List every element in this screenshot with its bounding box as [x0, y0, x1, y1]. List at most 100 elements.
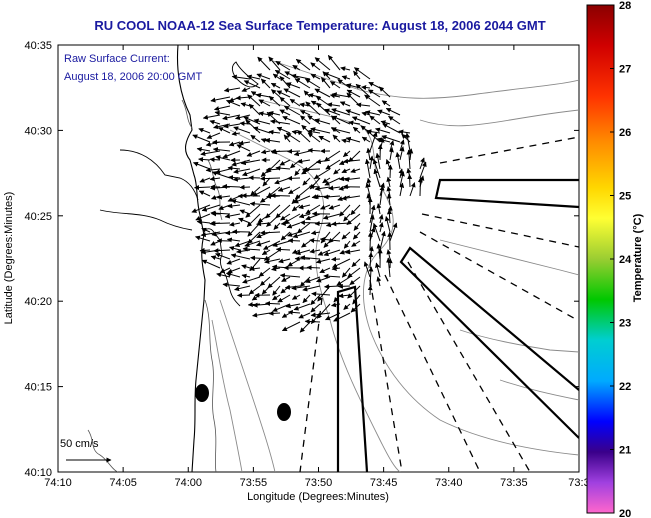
current-vector: [307, 147, 321, 153]
current-vector: [256, 221, 271, 227]
current-vector: [323, 249, 341, 257]
x-tick-label: 74:05: [109, 477, 137, 489]
current-vector: [304, 78, 321, 89]
current-vector: [252, 126, 271, 134]
current-vector: [299, 220, 321, 226]
current-vector: [246, 213, 261, 228]
current-vector: [241, 264, 251, 270]
current-vector: [368, 81, 381, 89]
current-vector: [250, 186, 261, 196]
current-vector: [287, 238, 301, 244]
current-vector: [218, 127, 231, 134]
current-vector: [369, 115, 381, 125]
current-vector: [331, 108, 351, 116]
current-vector: [323, 72, 341, 80]
current-vector: [382, 123, 401, 134]
colorbar-tick-label: 24: [619, 254, 632, 266]
current-vector: [222, 150, 241, 159]
current-vector: [319, 236, 341, 242]
current-vectors: [191, 55, 427, 333]
current-vector: [387, 164, 393, 179]
current-vector: [347, 285, 361, 299]
current-vector: [242, 168, 261, 177]
current-vector: [257, 56, 271, 71]
current-vector: [325, 159, 341, 170]
current-vector: [331, 115, 351, 125]
current-vector: [409, 182, 416, 197]
current-vector: [245, 204, 261, 218]
x-tick-label: 74:10: [44, 477, 72, 489]
colorbar-tick-label: 28: [619, 0, 631, 12]
current-vector: [223, 87, 241, 93]
current-vector: [369, 204, 376, 224]
current-vector: [340, 66, 351, 72]
current-vector: [277, 294, 291, 303]
y-tick-label: 40:20: [24, 296, 52, 308]
current-vector: [247, 94, 261, 107]
x-tick-label: 73:50: [305, 477, 333, 489]
current-vector: [375, 152, 381, 170]
current-vector: [319, 267, 331, 274]
current-vector: [298, 204, 311, 210]
current-vector: [339, 101, 351, 107]
current-vector: [196, 219, 211, 225]
current-vector: [315, 159, 331, 165]
y-tick-label: 40:35: [24, 40, 52, 52]
current-vector: [386, 176, 392, 188]
current-vector: [202, 114, 221, 120]
current-vector: [297, 158, 311, 164]
current-vector: [214, 110, 231, 116]
current-vector: [327, 55, 341, 71]
current-vector: [376, 203, 382, 215]
current-vector: [226, 237, 241, 243]
current-vector: [333, 168, 341, 175]
current-vector: [227, 267, 241, 274]
current-vector: [344, 176, 361, 182]
current-vector: [307, 132, 321, 143]
current-vector: [306, 265, 321, 271]
colorbar-tick-label: 21: [619, 445, 631, 457]
current-vector: [262, 177, 271, 187]
current-vector: [210, 220, 231, 226]
current-vector: [387, 205, 393, 215]
current-vector: [258, 267, 271, 277]
current-vector: [378, 222, 384, 233]
current-vector: [381, 100, 391, 107]
current-vector: [285, 132, 301, 143]
current-vector: [241, 273, 251, 279]
current-vector: [310, 73, 321, 80]
current-vector: [293, 303, 311, 311]
current-vector: [309, 238, 321, 244]
current-vector: [386, 257, 392, 278]
current-vector: [298, 312, 311, 319]
current-vector: [206, 132, 221, 139]
current-vector: [277, 186, 291, 192]
current-vector: [278, 258, 291, 264]
current-vector: [214, 105, 231, 111]
current-vector: [368, 266, 374, 287]
lane-south: [399, 246, 579, 439]
current-vector: [291, 285, 311, 291]
current-vector: [399, 146, 405, 161]
current-vector: [320, 204, 331, 210]
current-vector: [328, 204, 341, 210]
current-vector: [316, 303, 331, 319]
current-vector: [231, 198, 251, 206]
current-vector: [327, 102, 341, 108]
current-vector: [294, 78, 311, 89]
current-vector: [318, 135, 331, 143]
lane-north: [434, 178, 579, 209]
y-tick-label: 40:25: [24, 211, 52, 223]
current-vector: [224, 213, 241, 219]
current-vector: [314, 88, 331, 98]
current-vector: [300, 115, 311, 125]
current-vector: [305, 204, 321, 215]
current-vector: [322, 213, 341, 220]
island: [231, 61, 259, 88]
current-vector: [295, 249, 311, 256]
current-vector: [210, 255, 221, 261]
current-vector: [304, 319, 321, 325]
current-vector: [265, 301, 281, 307]
current-vector: [286, 222, 301, 229]
current-vector: [211, 171, 231, 179]
